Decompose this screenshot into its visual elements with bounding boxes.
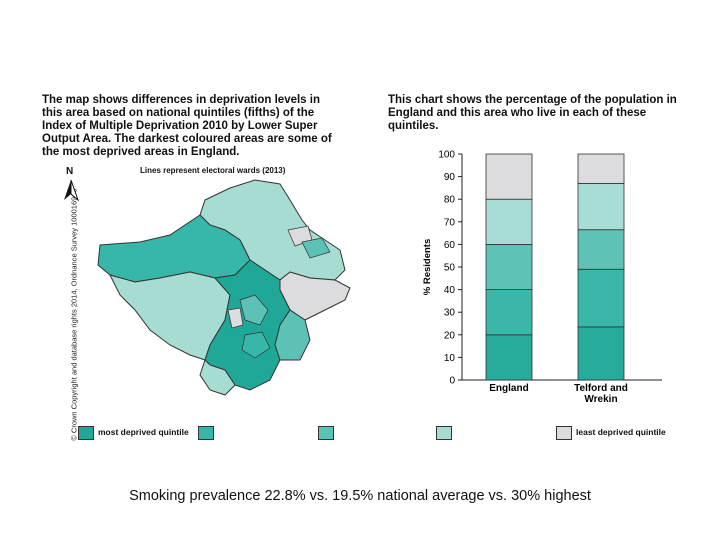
bar-segment-1-2: [577, 229, 625, 270]
bar-segment-1-0: [577, 326, 625, 381]
legend-swatch-3: [318, 426, 334, 440]
map-region-southeast: [274, 309, 311, 361]
bar-segment-0-3: [485, 198, 533, 245]
category-label-1: Telford and Wrekin: [574, 383, 628, 405]
map-wards-note: Lines represent electoral wards (2013): [140, 166, 286, 175]
map-region-inner-a: [239, 294, 269, 326]
legend-label-most: most deprived quintile: [98, 427, 189, 437]
bar-segment-0-1: [485, 289, 533, 336]
chart-description: This chart shows the percentage of the p…: [388, 94, 677, 132]
bar-segment-0-4: [485, 153, 533, 200]
y-tick-label-80: 80: [444, 195, 456, 206]
y-tick-label-100: 100: [438, 150, 455, 161]
y-tick-label-0: 0: [449, 376, 455, 387]
quintile-chart: 0 10 20 30 40 50 60 70 80 90 100 % Residents England…: [422, 150, 662, 405]
map-legend: most deprived quintile least deprived qu…: [78, 426, 678, 442]
map-region-town: [204, 259, 291, 391]
y-tick-label-60: 60: [444, 240, 456, 251]
bar-segment-0-2: [485, 244, 533, 291]
legend-swatch-4: [436, 426, 452, 440]
y-tick-label-50: 50: [444, 263, 456, 274]
legend-swatch-5: [556, 426, 572, 440]
bar-segment-1-3: [577, 182, 625, 231]
y-axis-label: % Residents: [422, 239, 433, 296]
map-region-inner-e: [301, 237, 331, 259]
bar-segment-0-0: [485, 334, 533, 381]
map-description: The map shows differences in deprivation…: [42, 94, 332, 158]
north-arrow-icon: N: [60, 166, 82, 210]
bar-segment-1-4: [577, 153, 625, 184]
north-label: N: [66, 166, 74, 177]
y-tick-label-70: 70: [444, 217, 456, 228]
legend-swatch-2: [198, 426, 214, 440]
category-label-0: England: [489, 383, 528, 394]
y-tick-label-30: 30: [444, 308, 456, 319]
y-tick-label-40: 40: [444, 285, 456, 296]
deprivation-map: © Crown Copyright and database rights 20…: [40, 160, 370, 450]
smoking-caption: Smoking prevalence 22.8% vs. 19.5% natio…: [129, 488, 591, 504]
y-tick-label-10: 10: [444, 353, 456, 364]
y-tick-label-90: 90: [444, 172, 456, 183]
bar-segment-1-1: [577, 268, 625, 328]
legend-swatch-1: [78, 426, 94, 440]
map-region-south: [199, 359, 236, 396]
legend-label-least: least deprived quintile: [576, 427, 666, 437]
map-shape: [97, 179, 351, 396]
map-region-inner-b: [241, 331, 271, 359]
map-region-inner-c: [227, 307, 244, 329]
y-tick-label-20: 20: [444, 330, 456, 341]
